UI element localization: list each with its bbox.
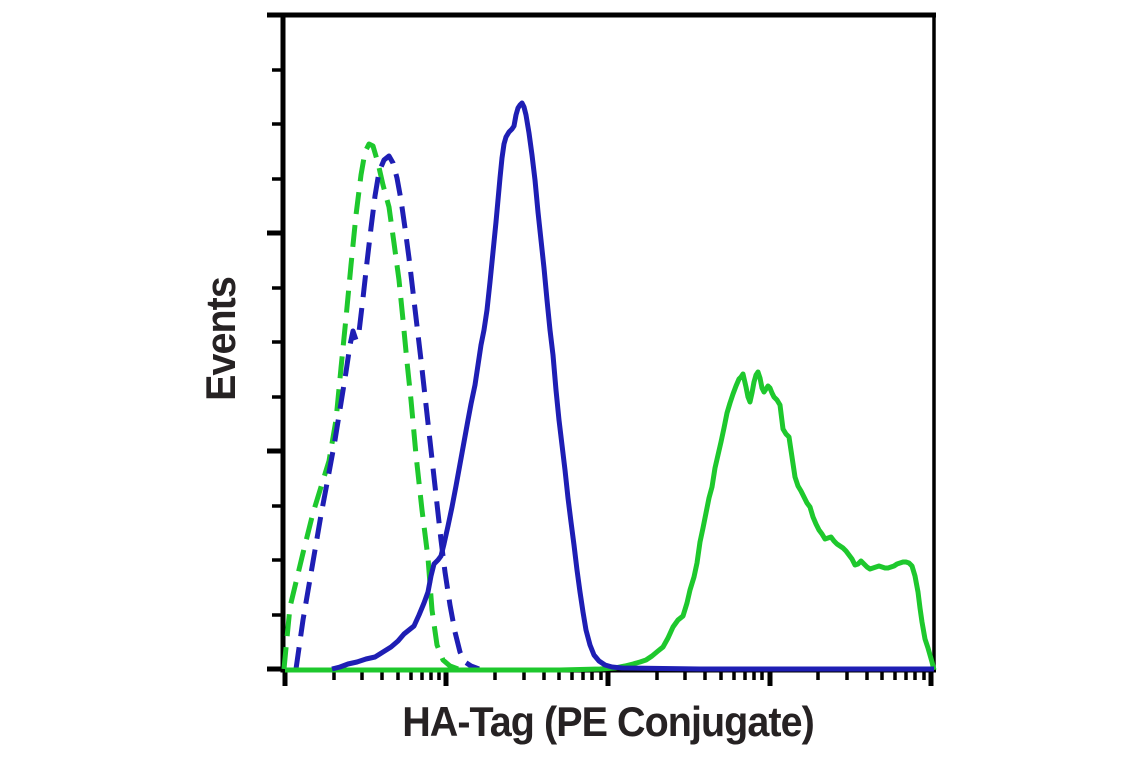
x-axis-label: HA-Tag (PE Conjugate) [402,698,815,745]
blue-dashed-control-curve [293,153,480,672]
green-solid-sample-curve [285,369,937,673]
green-dashed-control-curve [281,141,459,672]
blue-solid-sample-curve [331,100,934,672]
y-axis-label: Events [197,277,244,401]
